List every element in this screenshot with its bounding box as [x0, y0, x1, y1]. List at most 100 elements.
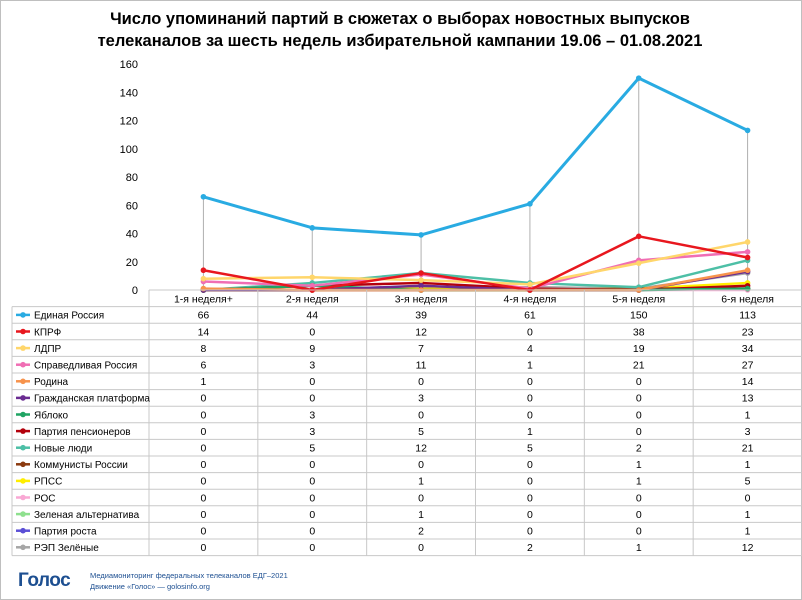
y-tick-label: 80 [126, 172, 138, 184]
table-cell-value: 1 [527, 426, 533, 438]
series-line [203, 76, 749, 237]
chart-title-line-1: Число упоминаний партий в сюжетах о выбо… [110, 10, 690, 28]
legend-entry: Гражданская платформа [34, 393, 150, 405]
table-cell-value: 0 [200, 443, 206, 455]
series-line [203, 235, 748, 292]
data-point [309, 282, 316, 289]
table-cell-value: 0 [309, 526, 315, 538]
table-cell-value: 0 [418, 376, 424, 388]
data-point [744, 127, 751, 134]
table-cell-value: 0 [527, 409, 533, 421]
y-tick-label: 40 [126, 229, 138, 241]
x-tick-label: 1-я неделя+ [174, 294, 233, 306]
data-point [200, 275, 207, 282]
table-cell-value: 38 [633, 326, 645, 338]
table-cell-value: 1 [636, 459, 642, 471]
table-cell-value: 0 [527, 526, 533, 538]
data-point [744, 267, 751, 274]
table-cell-value: 23 [742, 326, 754, 338]
legend-key-marker [20, 544, 26, 551]
legend-entry: Родина [34, 377, 69, 388]
table-cell-value: 0 [200, 509, 206, 521]
y-tick-label: 160 [120, 59, 138, 71]
y-tick-label: 0 [132, 285, 138, 297]
table-cell-value: 1 [745, 409, 751, 421]
footer-line-1: Медиамониторинг федеральных телеканалов … [90, 571, 288, 580]
x-tick-label: 6-я неделя [721, 294, 774, 306]
table-cell-value: 0 [527, 393, 533, 405]
table-cell-value: 11 [416, 360, 427, 372]
table-cell-value: 5 [527, 443, 533, 455]
data-point [744, 254, 751, 261]
table-cell-value: 5 [745, 476, 751, 488]
table-cell-value: 1 [745, 459, 751, 471]
data-point [635, 75, 642, 81]
legend-entry: Партия роста [34, 527, 97, 538]
table-cell-value: 1 [527, 360, 533, 372]
table-cell-value: 0 [309, 542, 315, 554]
table-cell-value: 0 [418, 542, 424, 554]
table-cell-value: 8 [200, 343, 206, 355]
table-cell-value: 21 [633, 360, 645, 372]
table-cell-value: 1 [636, 542, 642, 554]
table-cell-value: 0 [309, 326, 315, 338]
table-cell-value: 0 [309, 393, 315, 405]
data-point [309, 225, 316, 231]
legend-entry: КПРФ [34, 327, 62, 338]
table-cell-value: 1 [418, 476, 424, 488]
x-tick-label: 5-я неделя [612, 294, 665, 306]
table-cell-value: 0 [200, 476, 206, 488]
legend-key-marker [20, 428, 26, 434]
data-point [200, 193, 207, 200]
table-cell-value: 7 [418, 343, 424, 355]
legend-key-marker [20, 345, 26, 351]
x-tick-label: 3-я неделя [395, 294, 448, 306]
data-point [200, 267, 207, 274]
data-point [200, 285, 207, 292]
legend-entry: РПСС [34, 477, 62, 488]
table-cell-value: 6 [200, 360, 206, 372]
table-cell-value: 61 [524, 310, 536, 322]
legend-key-marker [20, 461, 26, 468]
table-cell-value: 0 [200, 526, 206, 538]
table-cell-value: 14 [198, 326, 210, 338]
table-cell-value: 1 [745, 509, 751, 521]
table-cell-value: 0 [418, 459, 424, 471]
table-cell-value: 0 [309, 492, 315, 504]
table-cell-value: 1 [200, 376, 206, 388]
table-cell-value: 13 [742, 393, 754, 405]
table-cell-value: 0 [527, 509, 533, 521]
footer-text: Медиамониторинг федеральных телеканалов … [90, 570, 288, 592]
y-tick-label: 140 [120, 87, 138, 99]
x-tick-label: 2-я неделя [286, 294, 339, 306]
legend-key-marker [20, 527, 26, 534]
table-cell-value: 3 [309, 409, 315, 421]
table-cell-value: 0 [309, 376, 315, 388]
legend-key-marker [20, 395, 26, 401]
legend-key-marker [20, 411, 26, 418]
table-cell-value: 0 [636, 409, 642, 421]
table-cell-value: 0 [418, 492, 424, 504]
legend-entry: Коммунисты России [34, 460, 128, 471]
table-cell-value: 0 [200, 393, 206, 405]
legend-key-marker [20, 328, 26, 335]
data-point [635, 260, 642, 266]
table-cell-value: 0 [636, 426, 642, 438]
data-point [744, 239, 751, 245]
legend-entry: Яблоко [34, 409, 68, 421]
table-cell-value: 34 [742, 343, 754, 355]
table-cell-value: 1 [745, 526, 751, 538]
chart-title: Число упоминаний партий в сюжетах о выбо… [60, 8, 740, 52]
table-cell-value: 1 [636, 476, 642, 488]
legend-entry: Партия пенсионеров [34, 427, 131, 438]
table-cell-value: 0 [200, 459, 206, 471]
table-cell-value: 113 [739, 310, 756, 322]
y-tick-label: 120 [120, 116, 138, 128]
table-cell-value: 12 [415, 443, 427, 455]
footer: Голос Медиамониторинг федеральных телека… [18, 566, 418, 596]
legend-key-marker [20, 494, 26, 501]
table-cell-value: 3 [309, 426, 315, 438]
legend-entry: Новые люди [34, 444, 92, 455]
table-cell-value: 2 [636, 443, 642, 455]
